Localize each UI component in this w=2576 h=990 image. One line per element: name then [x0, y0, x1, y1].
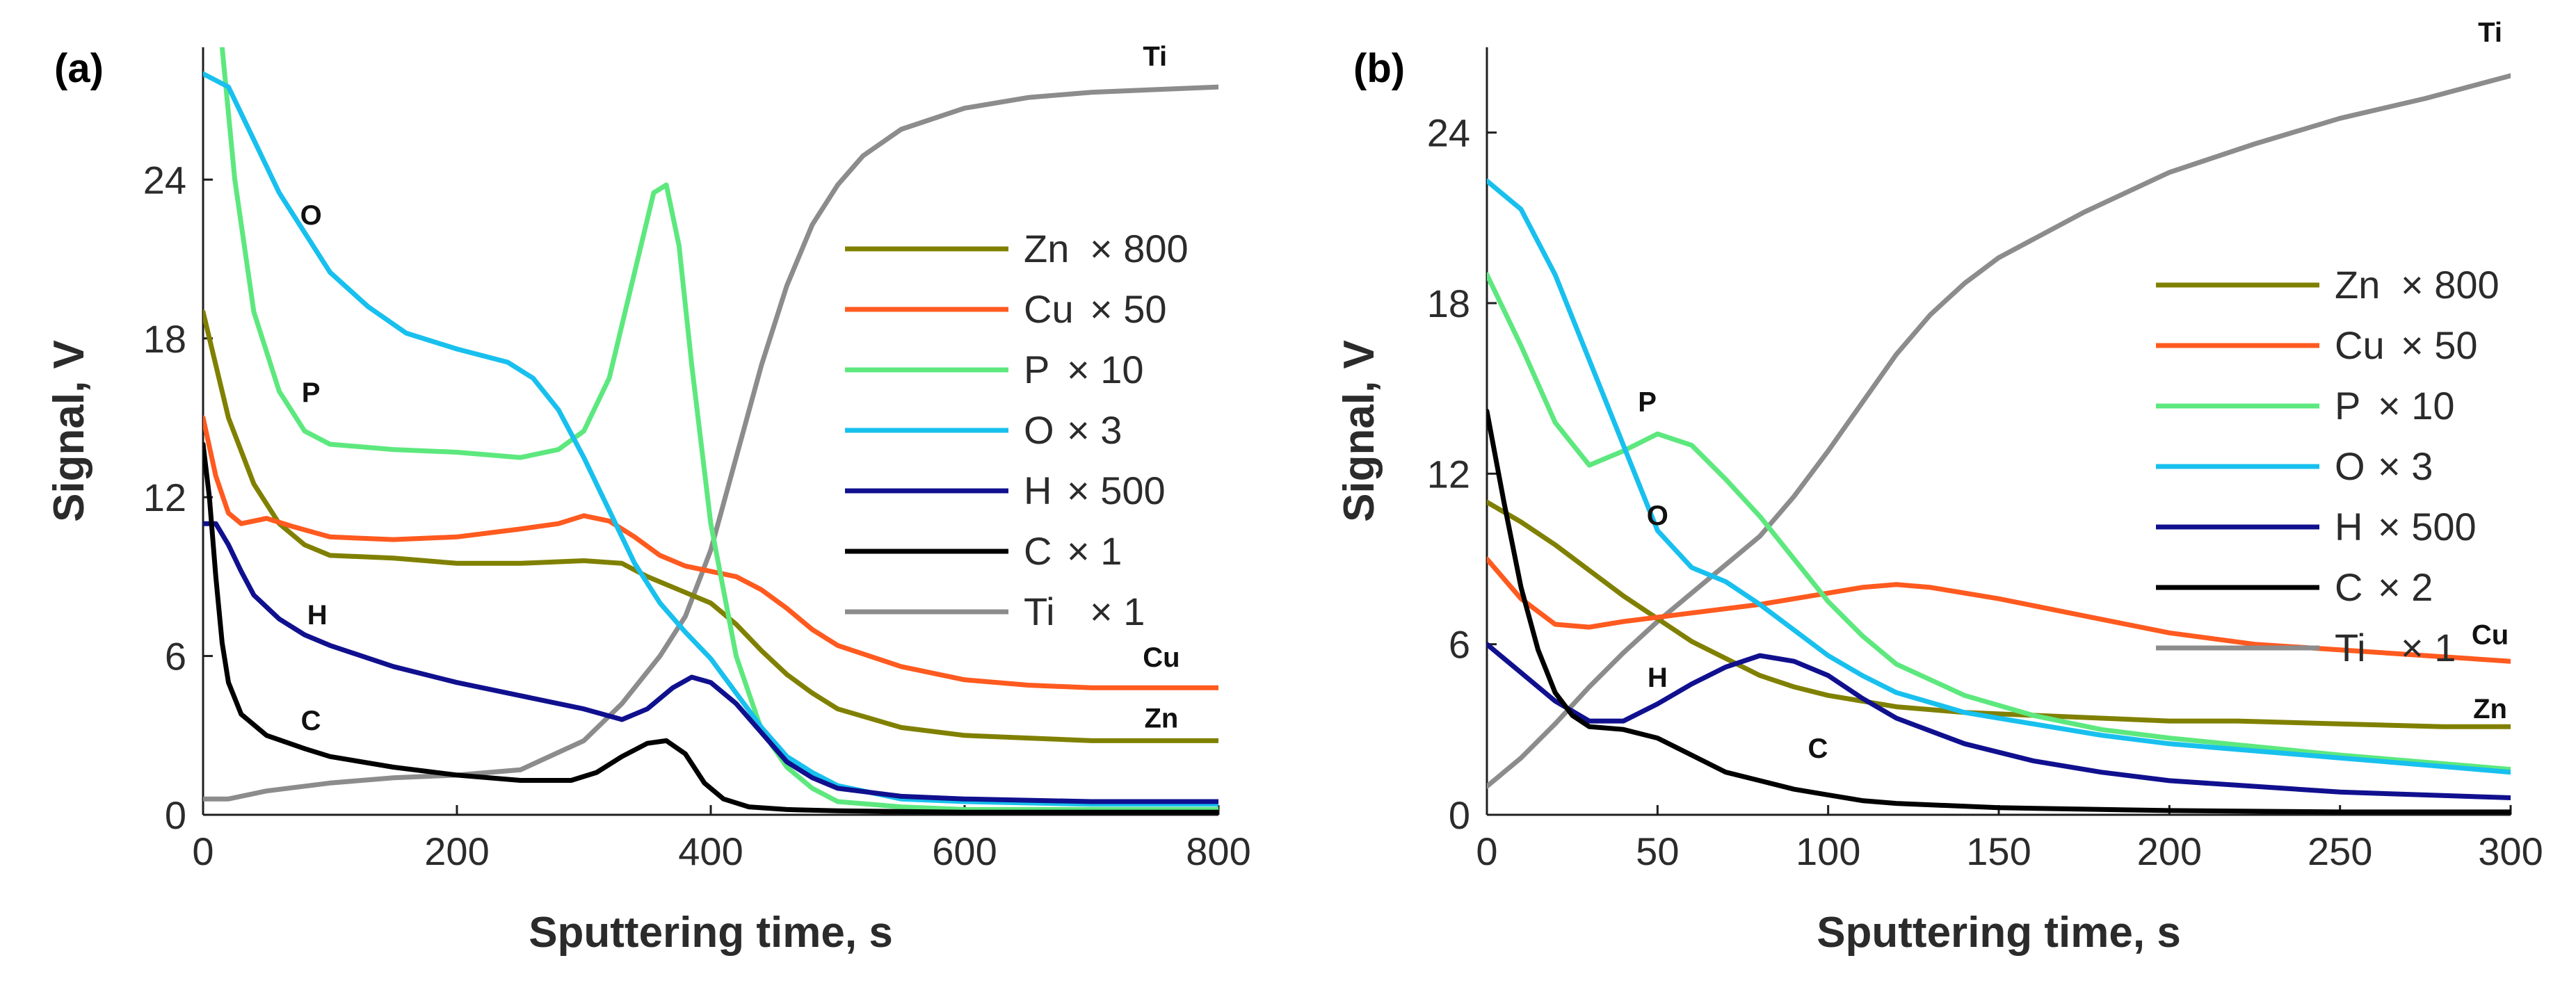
panel-a-x-tick-label: 0: [192, 829, 214, 873]
panel-a-x-axis-title: Sputtering time, s: [529, 909, 893, 957]
panel-b-curve-label-c: C: [1808, 733, 1828, 764]
panel-a-curve-label-ti: Ti: [1143, 42, 1167, 72]
panel-a-y-tick-label: 12: [143, 476, 186, 519]
panel-a-legend-name-cu: Cu: [1024, 287, 1074, 331]
panel-b-y-tick-label: 6: [1449, 623, 1470, 667]
panel-b-x-tick-label: 0: [1476, 829, 1497, 873]
panel-b-y-tick-label: 24: [1427, 111, 1470, 155]
panel-b-legend-name-h: H: [2335, 505, 2362, 549]
panel-a-legend-name-h: H: [1024, 469, 1052, 512]
panel-b-x-tick-label: 200: [2137, 829, 2202, 873]
panel-b-legend-name-ti: Ti: [2335, 626, 2366, 670]
panel-b-curve-label-ti: Ti: [2478, 17, 2502, 48]
panel-b-series-group: [1487, 73, 2511, 815]
panel-a-y-tick-label: 18: [143, 317, 186, 361]
panel-a-x-tick-label: 600: [932, 829, 997, 873]
panel-b-series-zn-line: [1487, 499, 2511, 729]
panel-a-series-ti-line: [203, 84, 1218, 802]
panel-a-legend-name-c: C: [1024, 529, 1052, 573]
panel-b-curve-label-zn: Zn: [2473, 694, 2507, 724]
panel-b-x-axis-title: Sputtering time, s: [1817, 909, 2181, 957]
panel-a-series-h-line: [203, 521, 1218, 804]
panel-a-series-c-line: [203, 441, 1218, 815]
panel-b-legend: Zn × 800 Cu × 50 P × 10 O × 3 H × 500 C × 2 Ti × 1: [2156, 263, 2499, 670]
panel-b-legend-factor-o: × 3: [2378, 444, 2433, 488]
panel-b-series-ti-line: [1487, 73, 2511, 789]
panel-b-series-c-line: [1487, 408, 2511, 815]
panel-a-curve-label-o: O: [300, 200, 322, 231]
panel-b-curve-label-o: O: [1647, 501, 1668, 531]
panel-b-legend-name-p: P: [2335, 384, 2360, 428]
panel-a-x-tick-label: 800: [1186, 829, 1250, 873]
panel-a-curve-label-cu: Cu: [1143, 642, 1180, 673]
panel-b-curve-label-h: H: [1648, 663, 1668, 693]
panel-b-series-h-line: [1487, 642, 2511, 800]
panel-b-legend-factor-h: × 500: [2378, 505, 2477, 549]
panel-b-y-tick-label: 0: [1449, 793, 1470, 837]
chart-panel-a: 0 200 400 600 800 0 6 12 18 24 Sputtering time, s S…: [45, 42, 1251, 957]
panel-b-x-tick-label: 50: [1636, 829, 1679, 873]
panel-a-x-tick-label: 200: [424, 829, 489, 873]
panel-b-x-tick-label: 250: [2308, 829, 2372, 873]
panel-b-legend-name-cu: Cu: [2335, 323, 2385, 367]
panel-a-legend-name-zn: Zn: [1024, 227, 1069, 270]
panel-b-x-tick-label: 300: [2478, 829, 2543, 873]
panel-b-x-tick-label: 150: [1966, 829, 2031, 873]
panel-a-y-tick-label: 6: [165, 635, 186, 679]
panel-a-legend-name-ti: Ti: [1024, 590, 1055, 633]
panel-a-legend-factor-zn: × 800: [1090, 227, 1189, 270]
panel-b-legend-factor-p: × 10: [2378, 384, 2455, 428]
panel-b-series-o-line: [1487, 178, 2511, 775]
panel-a-legend-factor-p: × 10: [1067, 348, 1144, 391]
panel-b-legend-name-zn: Zn: [2335, 263, 2380, 307]
panel-a-label: (a): [54, 46, 104, 91]
panel-b-y-tick-label: 12: [1427, 452, 1470, 496]
panel-a-curve-label-h: H: [307, 600, 328, 631]
panel-b-x-tick-label: 100: [1796, 829, 1860, 873]
panel-b-curve-label-p: P: [1638, 387, 1657, 417]
panel-a-legend-factor-ti: × 1: [1090, 590, 1145, 633]
panel-a-curve-label-zn: Zn: [1144, 703, 1178, 733]
panel-a-legend-factor-c: × 1: [1067, 529, 1122, 573]
panel-a-y-axis-title: Signal, V: [45, 340, 93, 522]
panel-b-legend-factor-cu: × 50: [2401, 323, 2478, 367]
panel-b-legend-name-o: O: [2335, 444, 2365, 488]
panel-a-series-cu-line: [203, 415, 1218, 690]
panel-a-y-tick-label: 24: [143, 158, 186, 202]
panel-a-legend-factor-o: × 3: [1067, 408, 1122, 452]
panel-b-label: (b): [1353, 46, 1405, 91]
panel-b-curve-label-cu: Cu: [2472, 620, 2509, 651]
panel-a-x-tick-label: 400: [678, 829, 743, 873]
panel-a-curve-label-c: C: [301, 706, 321, 736]
panel-b-series-cu-line: [1487, 556, 2511, 664]
panel-a-curve-label-p: P: [302, 378, 321, 408]
panel-a-y-tick-label: 0: [165, 793, 186, 837]
panel-b-legend-factor-c: × 2: [2378, 565, 2433, 609]
panel-a-series-p-line: [219, 47, 1218, 812]
panel-b-y-axis-title: Signal, V: [1335, 340, 1383, 522]
chart-panel-b: 0 50 100 150 200 250 300 0 6 12 18 24 Sputtering tim…: [1335, 17, 2543, 957]
panel-b-legend-name-c: C: [2335, 565, 2362, 609]
panel-a-legend-factor-h: × 500: [1067, 469, 1166, 512]
panel-b-series-p-line: [1487, 272, 2511, 772]
panel-a-legend-factor-cu: × 50: [1090, 287, 1167, 331]
panel-a-series-zn-line: [203, 309, 1218, 743]
panel-a-series-group: [203, 47, 1218, 815]
panel-b-y-tick-label: 18: [1427, 282, 1470, 325]
panel-b-legend-factor-zn: × 800: [2401, 263, 2499, 307]
panel-a-legend-name-p: P: [1024, 348, 1049, 391]
panel-a-series-o-line: [203, 71, 1218, 807]
panel-b-legend-factor-ti: × 1: [2401, 626, 2456, 670]
panel-a-legend-name-o: O: [1024, 408, 1054, 452]
panel-a-legend: Zn × 800 Cu × 50 P × 10 O × 3 H × 500 C × 1 Ti × 1: [845, 227, 1189, 633]
